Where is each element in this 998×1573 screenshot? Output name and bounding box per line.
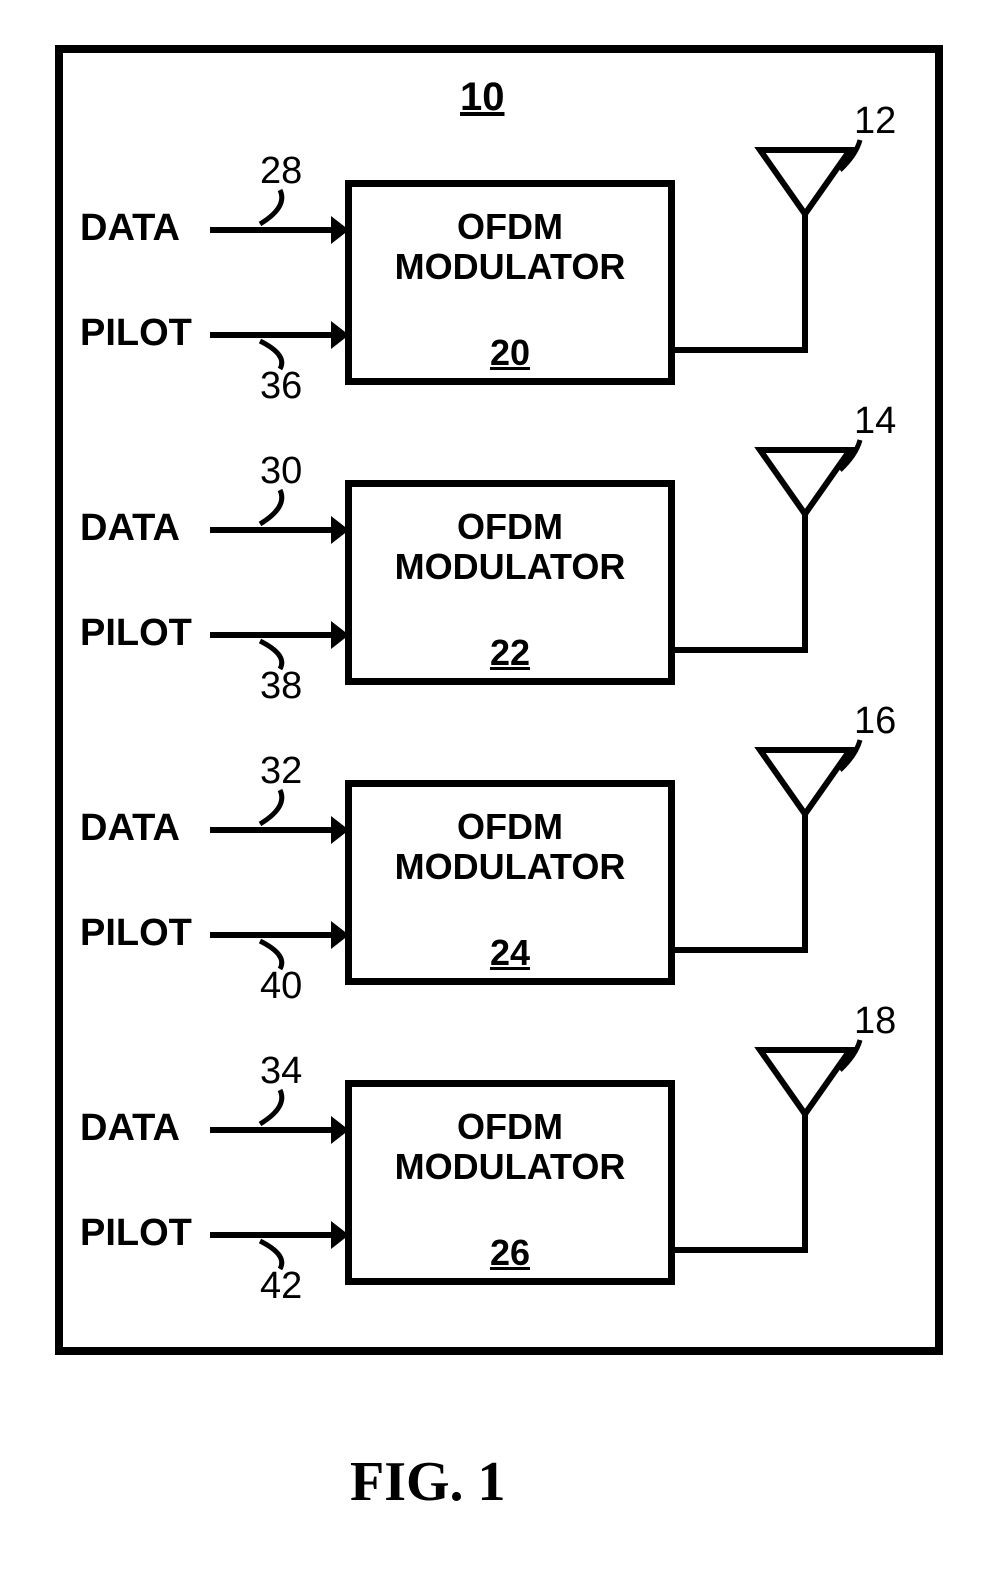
feed-line [675,347,808,353]
leader-line [240,770,300,844]
modulator-title: OFDM MODULATOR [352,207,668,286]
modulator-ref: 22 [490,632,530,673]
modulator-title: OFDM MODULATOR [352,807,668,886]
system-ref-label: 10 [460,75,505,120]
data-input-label: DATA [80,507,180,550]
leader-line [820,720,880,790]
modulator-ref: 26 [490,1232,530,1273]
ofdm-modulator-block: OFDM MODULATOR 26 [345,1080,675,1285]
data-input-label: DATA [80,1107,180,1150]
feed-line [675,1247,808,1253]
feed-line [675,647,808,653]
diagram-page: 10DATAPILOT2836OFDM MODULATOR2012DATAPIL… [0,0,998,1573]
feed-line [675,947,808,953]
antenna-mast [802,1114,808,1253]
ofdm-modulator-block: OFDM MODULATOR 20 [345,180,675,385]
leader-line [240,470,300,544]
figure-caption: FIG. 1 [350,1450,506,1514]
modulator-ref: 24 [490,932,530,973]
antenna-mast [802,514,808,653]
leader-line [240,170,300,244]
leader-line [240,621,300,689]
pilot-input-label: PILOT [80,912,192,955]
modulator-title: OFDM MODULATOR [352,507,668,586]
leader-line [240,321,300,389]
leader-line [820,1020,880,1090]
leader-line [240,1070,300,1144]
data-input-label: DATA [80,207,180,250]
antenna-mast [802,814,808,953]
leader-line [240,921,300,989]
modulator-title: OFDM MODULATOR [352,1107,668,1186]
pilot-input-label: PILOT [80,612,192,655]
leader-line [240,1221,300,1289]
pilot-input-label: PILOT [80,312,192,355]
leader-line [820,420,880,490]
ofdm-modulator-block: OFDM MODULATOR 22 [345,480,675,685]
ofdm-modulator-block: OFDM MODULATOR 24 [345,780,675,985]
antenna-mast [802,214,808,353]
modulator-ref: 20 [490,332,530,373]
pilot-input-label: PILOT [80,1212,192,1255]
data-input-label: DATA [80,807,180,850]
leader-line [820,120,880,190]
